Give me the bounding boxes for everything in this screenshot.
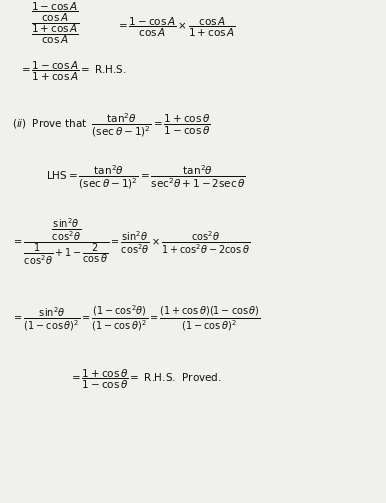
Text: $\mathrm{LHS} = \dfrac{\tan^2\!\theta}{(\sec\theta-1)^2} = \dfrac{\tan^2\!\theta: $\mathrm{LHS} = \dfrac{\tan^2\!\theta}{(… xyxy=(46,163,246,191)
Text: $= \dfrac{1+\cos\theta}{1-\cos\theta} = $ R.H.S.  Proved.: $= \dfrac{1+\cos\theta}{1-\cos\theta} = … xyxy=(69,368,222,391)
Text: $(ii)\;$ Prove that $\;\dfrac{\tan^2\!\theta}{(\sec\theta-1)^2} = \dfrac{1+\cos\: $(ii)\;$ Prove that $\;\dfrac{\tan^2\!\t… xyxy=(12,111,210,139)
Text: $= \dfrac{\sin^2\!\theta}{(1-\cos\theta)^2} = \dfrac{(1-\cos^2\!\theta)}{(1-\cos: $= \dfrac{\sin^2\!\theta}{(1-\cos\theta)… xyxy=(12,303,260,332)
Text: $= \dfrac{\dfrac{\sin^2\!\theta}{\cos^2\!\theta}}{\dfrac{1}{\cos^2\!\theta}+1-\d: $= \dfrac{\dfrac{\sin^2\!\theta}{\cos^2\… xyxy=(12,216,250,267)
Text: $= \dfrac{1-\cos A}{1+\cos A} = $ R.H.S.: $= \dfrac{1-\cos A}{1+\cos A} = $ R.H.S. xyxy=(19,60,127,83)
Text: $\dfrac{\dfrac{1-\cos A}{\cos A}}{\dfrac{1+\cos A}{\cos A}}$: $\dfrac{\dfrac{1-\cos A}{\cos A}}{\dfrac… xyxy=(31,0,80,45)
Text: $= \dfrac{1-\cos A}{\cos A} \times \dfrac{\cos A}{1+\cos A}$: $= \dfrac{1-\cos A}{\cos A} \times \dfra… xyxy=(116,16,236,39)
